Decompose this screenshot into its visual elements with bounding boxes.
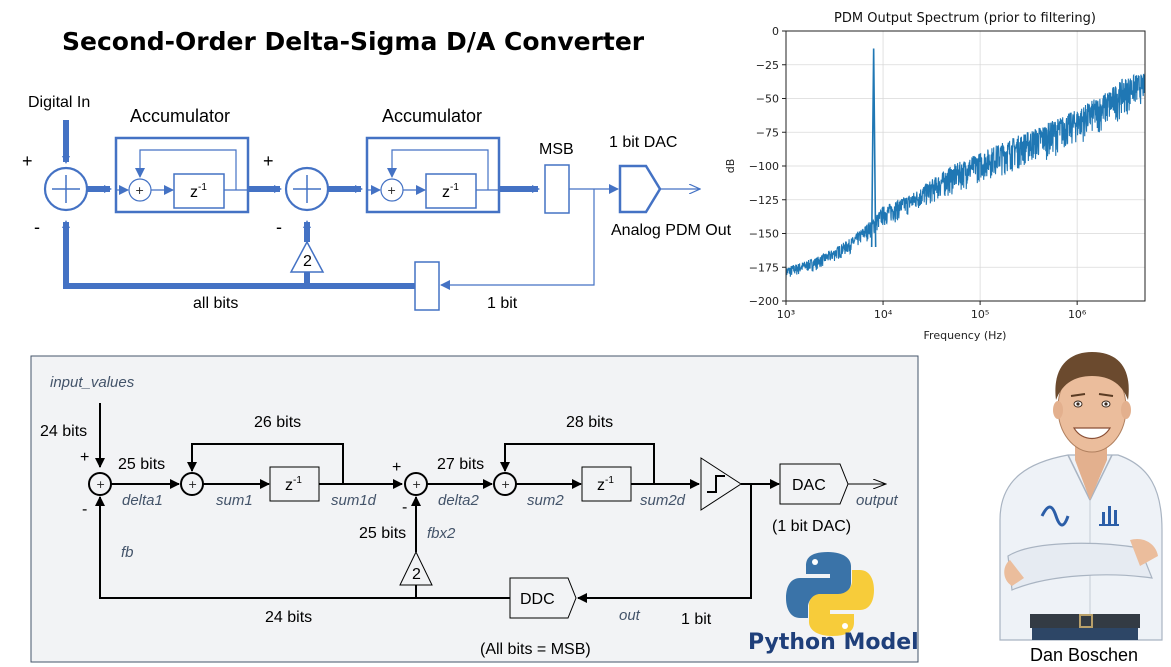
python-model-label: Python Model: [748, 630, 919, 655]
delay-1-label: z-1: [190, 182, 207, 201]
adder3-glyph: +: [412, 478, 421, 491]
y-tick-label: −50: [756, 93, 779, 106]
one-bit-fb-label: 1 bit: [681, 611, 712, 628]
author-name: Dan Boschen: [1030, 645, 1138, 665]
y-tick-label: −150: [749, 228, 779, 241]
y-tick-label: 0: [772, 25, 779, 38]
delta2-label: delta2: [438, 492, 480, 509]
accumulator-2-label: Accumulator: [382, 106, 482, 126]
bits25-fb-label: 25 bits: [359, 525, 406, 542]
y-tick-label: −100: [749, 160, 779, 173]
author-portrait: [999, 352, 1163, 641]
adder3-sign-minus: -: [402, 499, 407, 516]
x-tick-label: 10³: [777, 308, 795, 321]
accumulator-1-box: [114, 136, 250, 214]
bottom-dac-box: [779, 463, 849, 505]
chart-series-layer: [786, 48, 1145, 281]
page-title: Second-Order Delta-Sigma D/A Converter: [62, 27, 645, 56]
dac-title-label: 1 bit DAC: [609, 134, 677, 151]
adder2-plus: +: [263, 151, 274, 171]
bits28-label: 28 bits: [566, 414, 613, 431]
chart-xlabel: Frequency (Hz): [924, 329, 1007, 342]
sum2d-label: sum2d: [640, 492, 686, 509]
one-bit-label: 1 bit: [487, 295, 518, 312]
y-tick-label: −200: [749, 295, 779, 308]
python-model-panel: [30, 355, 919, 663]
adder1-plus: +: [22, 151, 33, 171]
adder3-sign-plus: +: [392, 459, 401, 476]
sum2-label: sum2: [527, 492, 564, 509]
acc1-inner-plus: +: [135, 184, 144, 197]
accumulator-2-box: [365, 136, 501, 214]
input-values-label: input_values: [50, 374, 135, 391]
ddc-note-label: (All bits = MSB): [480, 641, 591, 658]
adder1-sign-plus: +: [80, 449, 89, 466]
bits25-label: 25 bits: [118, 456, 165, 473]
top-block-diagram: [43, 120, 700, 311]
bottom-delay2-label: z-1: [597, 475, 614, 494]
ddc-box: [509, 577, 577, 619]
all-bits-label: all bits: [193, 295, 238, 312]
acc2-inner-plus: +: [387, 184, 396, 197]
delta1-label: delta1: [122, 492, 163, 509]
adder1-sign-minus: -: [82, 501, 87, 518]
accumulator-1-label: Accumulator: [130, 106, 230, 126]
python-logo-icon: [786, 552, 874, 636]
adder2-minus: -: [276, 217, 282, 237]
dac-label: DAC: [792, 477, 826, 494]
adder2-glyph: +: [188, 478, 197, 491]
spectrum-series-line: [786, 73, 1145, 281]
x-tick-label: 10⁴: [874, 308, 893, 321]
chart-ylabel: dB: [724, 159, 737, 174]
bottom-delay1-label: z-1: [285, 475, 302, 494]
fb-label: fb: [121, 544, 134, 561]
delay-2-label: z-1: [442, 182, 459, 201]
adder1-glyph: +: [96, 478, 105, 491]
msb-box: [544, 164, 570, 214]
x-tick-label: 10⁶: [1068, 308, 1087, 321]
bits27-label: 27 bits: [437, 456, 484, 473]
bits24-in-label: 24 bits: [40, 423, 87, 440]
chart-title: PDM Output Spectrum (prior to filtering): [834, 11, 1096, 26]
bits24-fb-label: 24 bits: [265, 609, 312, 626]
bottom-block-diagram: [88, 403, 886, 619]
digital-in-label: Digital In: [28, 94, 90, 111]
spectrum-chart: PDM Output Spectrum (prior to filtering)…: [724, 11, 1146, 342]
adder4-glyph: +: [501, 478, 510, 491]
y-tick-label: −75: [756, 126, 779, 139]
msb-label: MSB: [539, 141, 574, 158]
gain-2-triangle-top: [289, 240, 325, 273]
y-tick-label: −175: [749, 261, 779, 274]
dac-note-label: (1 bit DAC): [772, 518, 851, 535]
delay-1-box: [173, 173, 225, 209]
gain-2-triangle-bottom: [399, 550, 433, 586]
gain-top-label: 2: [303, 253, 312, 270]
bit-expander-box: [414, 261, 440, 311]
x-tick-label: 10⁵: [971, 308, 989, 321]
analog-out-label: Analog PDM Out: [611, 222, 732, 239]
output-label: output: [856, 492, 899, 509]
gain-bottom-label: 2: [412, 566, 421, 583]
out-label: out: [619, 607, 641, 624]
ddc-label: DDC: [520, 591, 555, 608]
sum1d-label: sum1d: [331, 492, 377, 509]
dac-symbol: [618, 164, 662, 214]
y-tick-label: −125: [749, 194, 779, 207]
delay-2-box: [425, 173, 477, 209]
tone-spike: [870, 48, 877, 248]
y-tick-label: −25: [756, 59, 779, 72]
quantizer-symbol: [700, 457, 742, 511]
sum1-label: sum1: [216, 492, 253, 509]
adder1-minus: -: [34, 217, 40, 237]
fbx2-label: fbx2: [427, 525, 456, 542]
bits26-label: 26 bits: [254, 414, 301, 431]
